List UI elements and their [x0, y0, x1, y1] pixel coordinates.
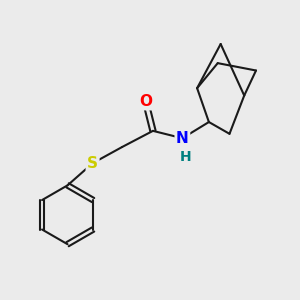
Text: O: O [139, 94, 152, 109]
Text: S: S [87, 156, 98, 171]
Text: H: H [179, 150, 191, 164]
Text: N: N [176, 131, 189, 146]
